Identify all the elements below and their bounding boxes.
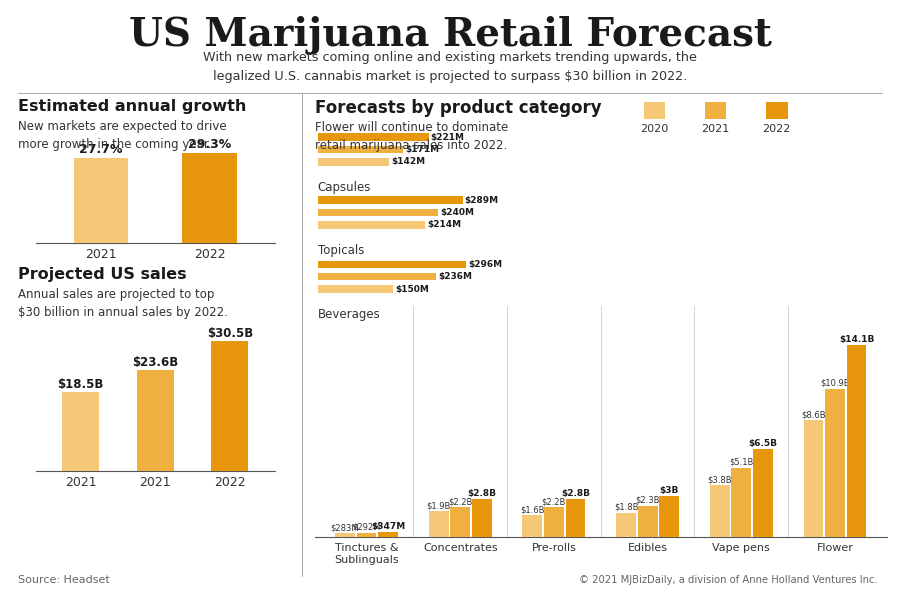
Text: $2.2B: $2.2B	[542, 497, 566, 506]
Bar	[62, 392, 99, 471]
Text: $214M: $214M	[427, 220, 461, 229]
Text: $6.5B: $6.5B	[748, 439, 778, 448]
Text: $30.5B: $30.5B	[207, 326, 253, 340]
Bar	[318, 273, 436, 280]
Bar	[356, 533, 376, 537]
Bar	[753, 449, 773, 537]
Bar	[616, 512, 636, 537]
Text: $10.9B: $10.9B	[820, 379, 850, 388]
Text: Topicals: Topicals	[318, 244, 364, 257]
Text: $2.8B: $2.8B	[561, 489, 590, 498]
Text: $3.8B: $3.8B	[707, 475, 732, 484]
Text: $150M: $150M	[395, 284, 428, 293]
Bar	[318, 286, 393, 293]
Text: 27.7%: 27.7%	[79, 143, 122, 157]
Bar	[544, 507, 563, 537]
Bar	[318, 221, 425, 229]
Text: $171M: $171M	[406, 145, 439, 154]
Text: Flower will continue to dominate
retail marijuana sales into 2022.: Flower will continue to dominate retail …	[315, 121, 508, 152]
Text: $1.9B: $1.9B	[427, 501, 451, 510]
Text: $5.1B: $5.1B	[729, 458, 753, 467]
Bar	[659, 496, 680, 537]
Text: Source: Headset: Source: Headset	[18, 575, 110, 585]
Bar	[74, 158, 128, 243]
Text: $1.8B: $1.8B	[614, 502, 638, 511]
Text: 2020: 2020	[640, 124, 669, 134]
Bar	[565, 499, 585, 537]
Bar	[318, 196, 463, 204]
Text: Annual sales are projected to top
$30 billion in annual sales by 2022.: Annual sales are projected to top $30 bi…	[18, 288, 228, 319]
Bar	[732, 468, 752, 537]
Text: $347M: $347M	[371, 522, 405, 531]
Bar	[318, 146, 403, 153]
Bar	[318, 209, 438, 216]
Text: $240M: $240M	[440, 208, 474, 217]
Text: Estimated annual growth: Estimated annual growth	[18, 99, 247, 114]
Bar	[847, 346, 867, 537]
Text: 2021: 2021	[701, 124, 730, 134]
Bar	[318, 158, 389, 166]
Text: $296M: $296M	[468, 260, 502, 269]
Bar	[318, 133, 428, 141]
Text: Forecasts by product category: Forecasts by product category	[315, 99, 601, 117]
Bar	[137, 370, 174, 471]
Text: $289M: $289M	[464, 196, 499, 205]
Text: Projected US sales: Projected US sales	[18, 267, 186, 282]
Bar	[710, 485, 730, 537]
Text: © 2021 MJBizDaily, a division of Anne Holland Ventures Inc.: © 2021 MJBizDaily, a division of Anne Ho…	[579, 575, 878, 585]
Bar	[183, 152, 237, 243]
Bar	[212, 341, 248, 471]
Bar	[318, 260, 466, 268]
Text: New markets are expected to drive
more growth in the coming year.: New markets are expected to drive more g…	[18, 120, 227, 151]
Text: Beverages: Beverages	[318, 308, 381, 322]
Text: 29.3%: 29.3%	[188, 139, 231, 151]
Text: $14.1B: $14.1B	[839, 335, 874, 344]
Text: 2022: 2022	[762, 124, 791, 134]
Text: $2.2B: $2.2B	[448, 497, 472, 506]
Bar	[450, 507, 470, 537]
Bar	[378, 532, 398, 537]
Text: $2.3B: $2.3B	[635, 496, 660, 505]
Text: $2.8B: $2.8B	[467, 489, 496, 498]
Text: US Marijuana Retail Forecast: US Marijuana Retail Forecast	[129, 15, 771, 53]
Text: $23.6B: $23.6B	[132, 356, 178, 369]
Text: $236M: $236M	[438, 272, 472, 281]
Text: $3B: $3B	[660, 486, 679, 495]
Bar	[428, 511, 448, 537]
Text: $18.5B: $18.5B	[58, 378, 104, 391]
Text: $221M: $221M	[430, 133, 464, 142]
Text: $283M: $283M	[330, 523, 359, 532]
Text: $142M: $142M	[391, 157, 425, 166]
Bar	[335, 533, 355, 537]
Bar	[522, 515, 543, 537]
Text: With new markets coming online and existing markets trending upwards, the
legali: With new markets coming online and exist…	[203, 51, 697, 83]
Bar	[472, 499, 491, 537]
Bar	[638, 506, 658, 537]
Text: $292M: $292M	[352, 523, 381, 532]
Bar	[825, 389, 845, 537]
Text: Capsules: Capsules	[318, 181, 371, 194]
Text: $8.6B: $8.6B	[801, 410, 825, 419]
Bar	[804, 420, 824, 537]
Text: $1.6B: $1.6B	[520, 505, 544, 514]
